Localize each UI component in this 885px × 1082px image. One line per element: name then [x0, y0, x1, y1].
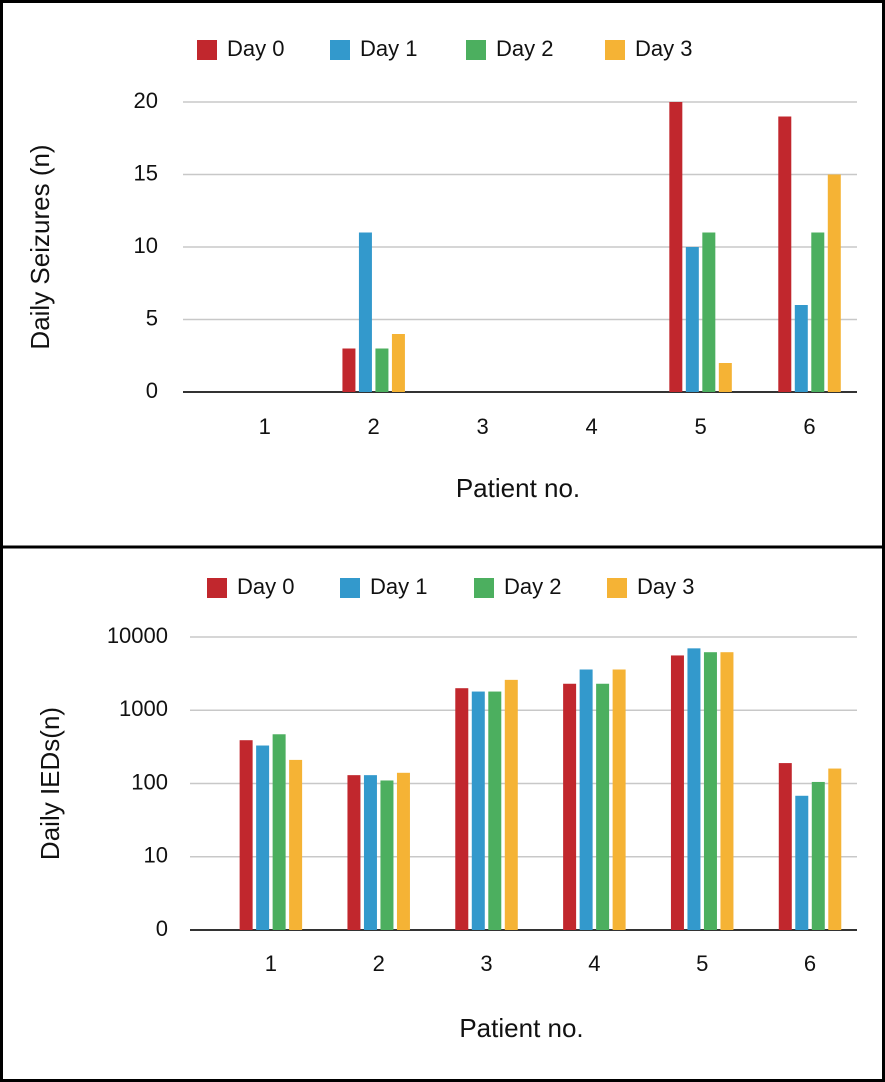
bar: [612, 669, 626, 930]
y-tick-label: 10: [144, 843, 168, 868]
x-tick-label: 1: [265, 951, 277, 976]
legend-label: Day 0: [227, 36, 284, 61]
x-tick-label: 3: [480, 951, 492, 976]
y-tick-label: 10000: [107, 623, 168, 648]
bar: [687, 648, 701, 930]
x-tick-label: 6: [804, 951, 816, 976]
bar: [563, 683, 577, 930]
legend-label: Day 0: [237, 574, 294, 599]
bar: [795, 795, 809, 930]
x-axis-label: Patient no.: [459, 1013, 583, 1043]
legend-swatch: [207, 578, 227, 598]
legend-swatch: [330, 40, 350, 60]
bar: [504, 679, 518, 930]
legend-swatch: [466, 40, 486, 60]
bar: [685, 247, 699, 392]
y-tick-label: 0: [156, 916, 168, 941]
bar: [347, 775, 361, 930]
legend-label: Day 3: [637, 574, 694, 599]
x-tick-label: 4: [585, 414, 597, 439]
x-tick-label: 5: [696, 951, 708, 976]
bar: [471, 691, 485, 930]
bar: [718, 363, 732, 392]
x-tick-label: 3: [477, 414, 489, 439]
bar: [380, 780, 394, 930]
bar: [363, 775, 377, 930]
bar: [703, 652, 717, 930]
x-tick-label: 2: [368, 414, 380, 439]
y-tick-label: 10: [134, 233, 158, 258]
y-tick-label: 1000: [119, 696, 168, 721]
bar: [396, 772, 410, 930]
y-tick-label: 100: [131, 769, 168, 794]
x-tick-label: 2: [373, 951, 385, 976]
bar: [289, 759, 303, 930]
legend-swatch: [197, 40, 217, 60]
legend-label: Day 2: [504, 574, 561, 599]
y-tick-label: 5: [146, 305, 158, 330]
bar: [358, 232, 372, 392]
bar: [811, 781, 825, 930]
y-tick-label: 0: [146, 378, 158, 403]
legend-label: Day 3: [635, 36, 692, 61]
bar: [342, 348, 356, 392]
x-tick-label: 6: [803, 414, 815, 439]
bar: [827, 174, 841, 392]
y-axis-label: Daily Seizures (n): [25, 144, 55, 349]
bar: [239, 740, 253, 930]
legend-label: Day 2: [496, 36, 553, 61]
bar: [811, 232, 825, 392]
bar: [488, 691, 502, 930]
legend-label: Day 1: [360, 36, 417, 61]
legend-swatch: [474, 578, 494, 598]
x-tick-label: 1: [259, 414, 271, 439]
legend-label: Day 1: [370, 574, 427, 599]
y-tick-label: 20: [134, 88, 158, 113]
legend-swatch: [340, 578, 360, 598]
x-tick-label: 5: [694, 414, 706, 439]
x-axis-label: Patient no.: [456, 473, 580, 503]
bar: [669, 102, 683, 392]
bar: [596, 683, 610, 930]
y-tick-label: 15: [134, 160, 158, 185]
bar: [794, 305, 808, 392]
bar: [720, 652, 734, 930]
bar: [778, 763, 792, 930]
bar: [778, 116, 792, 392]
bar: [579, 669, 593, 930]
bar: [670, 655, 684, 930]
x-tick-label: 4: [588, 951, 600, 976]
bar: [702, 232, 716, 392]
y-axis-label: Daily IEDs(n): [35, 707, 65, 860]
legend-swatch: [605, 40, 625, 60]
legend-swatch: [607, 578, 627, 598]
bar: [375, 348, 389, 392]
bar: [256, 745, 270, 930]
bar: [828, 768, 842, 930]
bar: [455, 688, 469, 930]
bar: [391, 334, 405, 392]
bar: [272, 734, 286, 930]
